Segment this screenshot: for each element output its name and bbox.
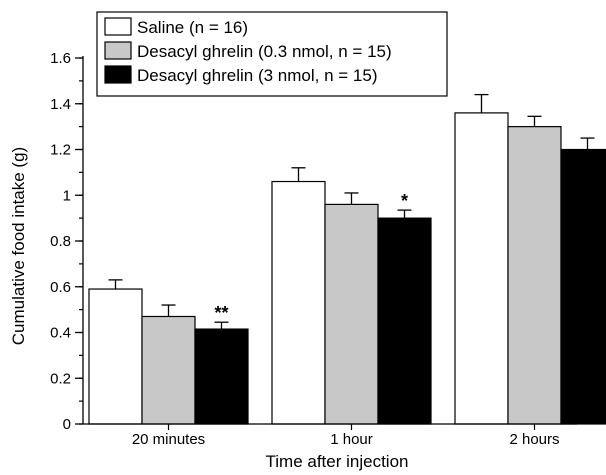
y-tick-label: 1.2 — [50, 142, 71, 159]
y-tick-label: 1.4 — [50, 96, 71, 113]
legend-label: Saline (n = 16) — [137, 18, 248, 37]
bar — [324, 203, 379, 425]
legend-box — [96, 11, 448, 97]
legend-label: Desacyl ghrelin (0.3 nmol, n = 15) — [137, 42, 392, 61]
legend: Saline (n = 16) Desacyl ghrelin (0.3 nmol… — [96, 11, 448, 97]
y-tick-label: 0.6 — [50, 279, 71, 296]
bar — [507, 126, 562, 425]
bar — [141, 315, 196, 425]
y-tick-label: 0.4 — [50, 325, 71, 342]
legend-swatch — [104, 17, 132, 36]
y-tick-label: 1.6 — [50, 50, 71, 67]
legend-swatch — [104, 65, 132, 84]
bar — [560, 148, 606, 425]
x-tick-label: 20 minutes — [132, 431, 205, 448]
bar — [377, 217, 432, 425]
legend-swatch — [104, 41, 132, 60]
legend-label: Desacyl ghrelin (3 nmol, n = 15) — [137, 66, 377, 85]
y-tick-label: 0 — [63, 416, 71, 433]
x-tick-label: 2 hours — [509, 431, 559, 448]
x-tick-label: 1 hour — [330, 431, 373, 448]
bars-layer: *** — [88, 93, 606, 425]
bar — [88, 288, 143, 425]
y-tick-label: 1 — [63, 187, 71, 204]
significance-label: * — [401, 191, 408, 211]
bar — [271, 180, 326, 425]
significance-label: ** — [214, 303, 228, 323]
y-axis-title: Cumulative food intake (g) — [9, 147, 28, 345]
bar — [454, 112, 509, 425]
y-tick-label: 0.2 — [50, 370, 71, 387]
bar — [194, 328, 249, 425]
x-axis-title: Time after injection — [266, 452, 409, 471]
y-tick-label: 0.8 — [50, 233, 71, 250]
axes-layer: 0 0.2 0.4 0.6 0.8 1 1.2 1.4 1.6 20 minutes 1 hour 2… — [50, 50, 577, 448]
